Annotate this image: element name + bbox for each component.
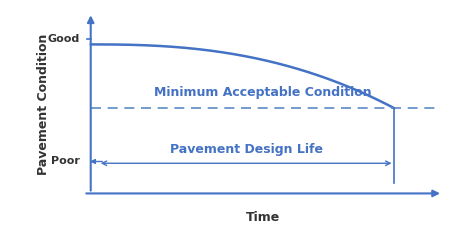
- Text: Minimum Acceptable Condition: Minimum Acceptable Condition: [154, 86, 371, 99]
- Text: Good: Good: [48, 34, 80, 44]
- Text: Time: Time: [245, 211, 280, 224]
- Text: Pavement Design Life: Pavement Design Life: [169, 143, 322, 156]
- Text: Pavement Condition: Pavement Condition: [38, 34, 50, 175]
- Text: Poor: Poor: [51, 157, 80, 167]
